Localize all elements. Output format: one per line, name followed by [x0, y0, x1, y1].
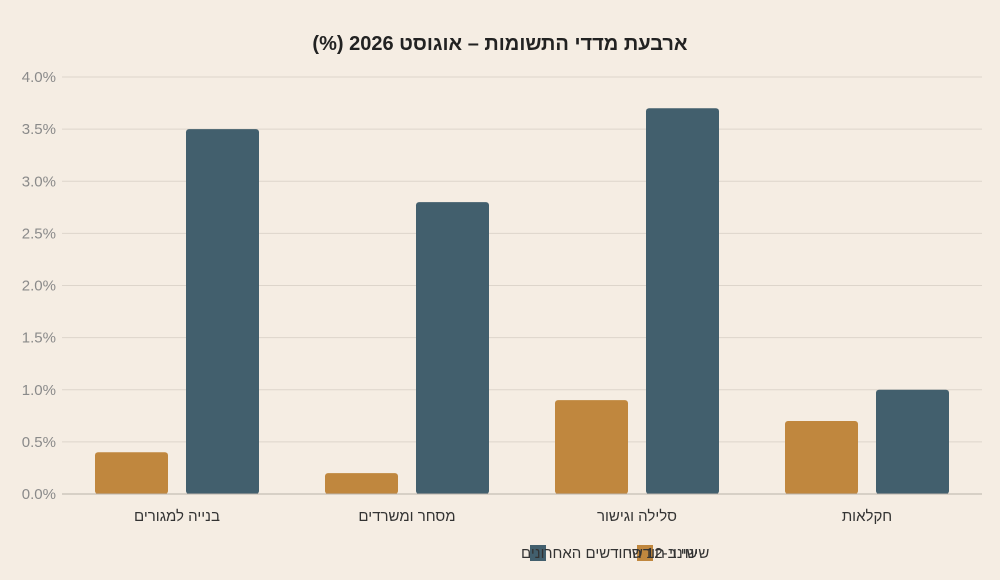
y-tick-label: 3.0%	[22, 173, 56, 190]
bar-monthly	[95, 452, 168, 494]
x-category-label: סלילה וגישור	[597, 508, 677, 525]
bar-monthly	[785, 421, 858, 494]
bar-annual	[416, 202, 489, 494]
y-tick-label: 1.0%	[22, 382, 56, 399]
legend-swatch-monthly	[637, 545, 653, 561]
y-tick-label: 1.5%	[22, 330, 56, 347]
x-category-label: חקלאות	[842, 508, 892, 525]
bar-annual	[646, 108, 719, 495]
y-tick-label: 2.0%	[22, 278, 56, 295]
y-tick-label: 0.5%	[22, 434, 56, 451]
chart-title: ארבעת מדדי התשומות – אוגוסט 2026 (%)	[312, 33, 688, 55]
bar-monthly	[325, 473, 398, 494]
x-category-label: בנייה למגורים	[134, 508, 220, 525]
x-axis-categories: בנייה למגורים מסחר ומשרדים סלילה וגישור חקל…	[134, 508, 892, 525]
legend-swatch-annual	[530, 545, 546, 561]
bar-monthly	[555, 400, 628, 494]
y-tick-label: 0.0%	[22, 486, 56, 503]
y-tick-label: 3.5%	[22, 121, 56, 138]
legend-label-monthly: שינוי חודשי	[628, 545, 698, 562]
y-axis-ticks: 0.0% 0.5% 1.0% 1.5% 2.0% 2.5% 3.0% 3.5% 4.0%	[22, 69, 56, 503]
y-tick-label: 2.5%	[22, 225, 56, 242]
legend-label-annual: שינוי ב-12 החודשים האחרונים	[521, 545, 709, 562]
bar-annual	[186, 129, 259, 494]
bars	[95, 108, 949, 495]
x-category-label: מסחר ומשרדים	[358, 508, 455, 525]
legend: שינוי חודשי שינוי ב-12 החודשים האחרונים	[521, 545, 709, 562]
bar-annual	[876, 389, 949, 494]
y-tick-label: 4.0%	[22, 69, 56, 86]
